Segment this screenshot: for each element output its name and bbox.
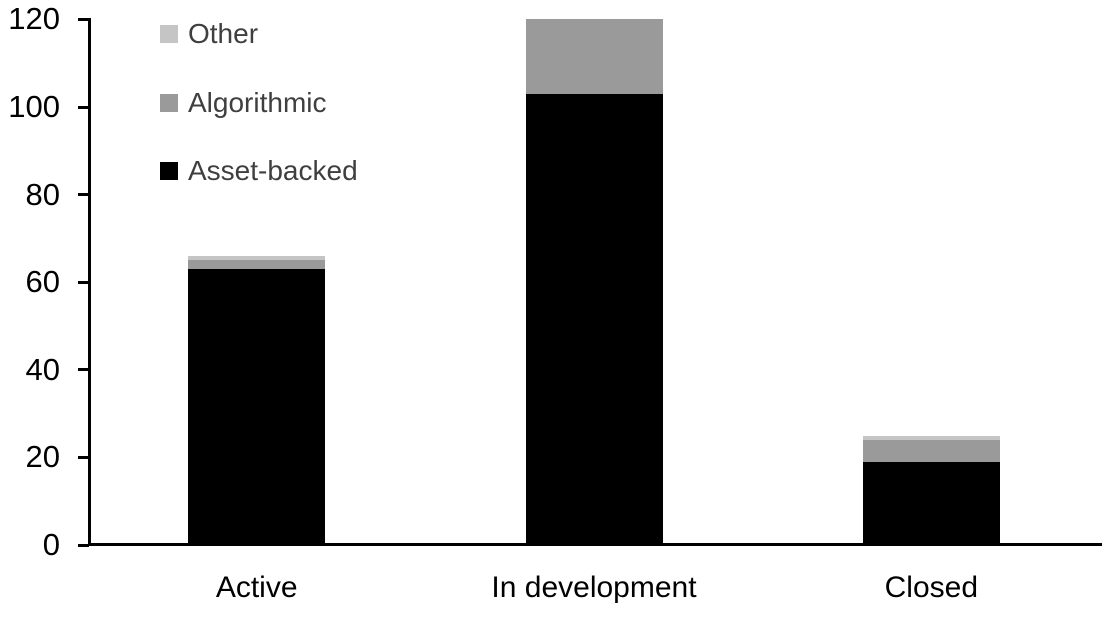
legend-item-algorithmic: Algorithmic — [160, 86, 326, 120]
y-tick-mark — [78, 193, 89, 197]
y-tick-label-120: 120 — [8, 1, 60, 37]
y-tick-label-100: 100 — [8, 89, 60, 124]
y-tick-label-0: 0 — [42, 527, 60, 562]
y-axis-line — [88, 18, 91, 546]
legend-swatch-other-icon — [160, 25, 178, 43]
y-tick-mark — [78, 105, 89, 109]
legend-label-asset-backed: Asset-backed — [188, 155, 358, 186]
y-tick-mark — [78, 543, 89, 547]
y-tick-mark — [78, 368, 89, 372]
bar-closed-segment-algorithmic — [862, 439, 1000, 462]
y-tick-label-20: 20 — [25, 439, 60, 475]
legend-swatch-algorithmic-icon — [160, 93, 178, 112]
bar-active-segment-algorithmic — [188, 260, 326, 270]
x-category-label-active: Active — [215, 571, 298, 604]
legend-label-other: Other — [188, 18, 259, 49]
bar-active-segment-other — [188, 255, 326, 261]
legend-label-algorithmic: Algorithmic — [188, 86, 327, 118]
bar-in-development-segment-algorithmic — [525, 19, 663, 94]
y-tick-label-60: 60 — [25, 264, 60, 300]
legend-item-asset-backed: Asset-backed — [160, 154, 358, 188]
bar-closed-segment-other — [862, 435, 1000, 440]
y-tick-mark — [78, 455, 89, 459]
legend-swatch-asset-backed-icon — [160, 162, 178, 180]
x-category-label-closed: Closed — [884, 571, 979, 604]
y-tick-mark — [78, 280, 89, 284]
y-tick-label-40: 40 — [25, 351, 60, 387]
legend-item-other: Other — [160, 17, 258, 51]
bar-in-development-segment-asset-backed — [525, 93, 663, 545]
bar-closed-segment-asset-backed — [862, 461, 1000, 545]
y-tick-label-80: 80 — [25, 176, 60, 212]
bar-active-segment-asset-backed — [188, 269, 326, 545]
x-category-label-in-development: In development — [491, 571, 697, 604]
y-tick-mark — [78, 17, 89, 21]
